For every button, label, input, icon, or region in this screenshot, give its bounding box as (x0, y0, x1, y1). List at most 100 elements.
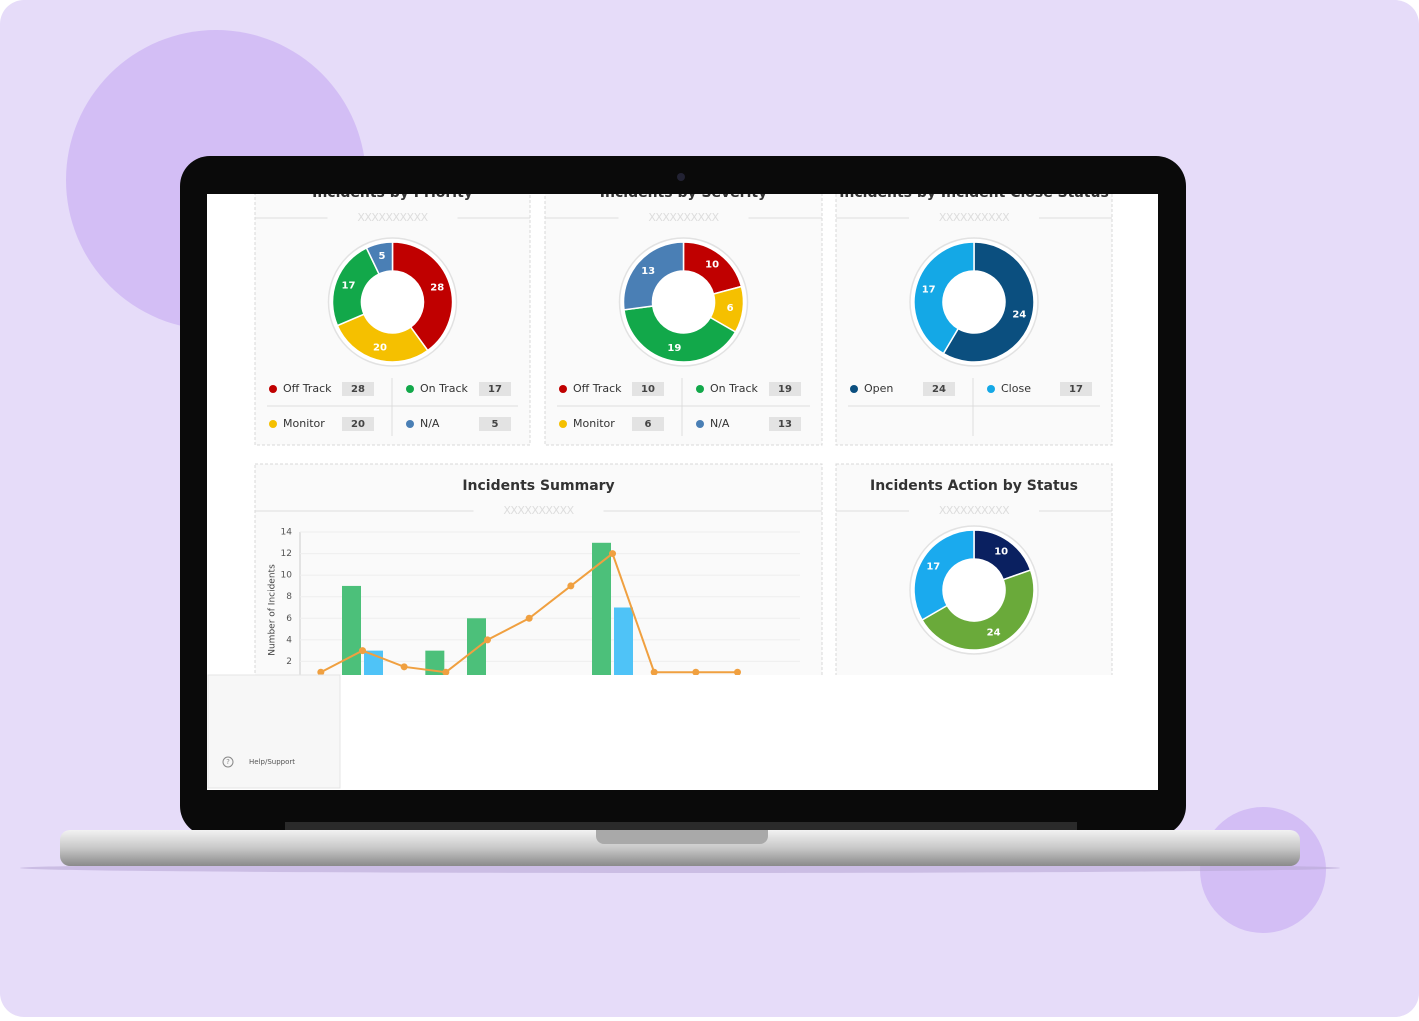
legend-value: 10 (641, 384, 655, 395)
panel-subtitle: XXXXXXXXXX (503, 504, 574, 517)
slice-label: 17 (926, 562, 940, 573)
slice-label: 5 (379, 251, 386, 262)
bar (592, 542, 611, 675)
help-icon-glyph: ? (226, 758, 230, 766)
line-point (734, 668, 741, 675)
legend-value: 17 (488, 384, 502, 395)
donut-slice (622, 241, 685, 311)
legend-swatch (559, 420, 567, 428)
legend-label: Off Track (573, 382, 622, 395)
camera (677, 173, 685, 181)
y-tick-label: 2 (286, 657, 292, 667)
hinge (285, 822, 1077, 830)
legend-label: Off Track (283, 382, 332, 395)
donut-slice (921, 569, 1035, 651)
y-tick-label: 4 (286, 635, 292, 645)
legend-value: 24 (932, 384, 946, 395)
slice-label: 19 (667, 343, 681, 354)
slice-label: 17 (342, 280, 356, 291)
legend-value: 5 (492, 419, 499, 430)
bar (467, 618, 486, 675)
legend-swatch (987, 385, 995, 393)
slice-label: 24 (1012, 309, 1026, 320)
line-point (442, 668, 450, 675)
panel-subtitle: XXXXXXXXXX (648, 211, 719, 224)
legend-swatch (850, 385, 858, 393)
legend-label: N/A (420, 417, 440, 430)
legend-swatch (269, 420, 277, 428)
legend-value: 17 (1069, 384, 1083, 395)
legend-label: Close (1001, 382, 1031, 395)
legend-swatch (559, 385, 567, 393)
y-tick-label: 8 (286, 592, 292, 602)
line-point (400, 663, 408, 671)
notch (596, 830, 768, 844)
donut-slice (623, 305, 737, 363)
slice-label: 24 (987, 628, 1001, 639)
bar (614, 607, 633, 675)
legend-value: 28 (351, 384, 365, 395)
laptop-base (60, 830, 1300, 866)
panel (254, 463, 823, 675)
legend-value-box (769, 417, 801, 431)
slice-label: 10 (705, 260, 719, 271)
legend-value: 13 (778, 419, 792, 430)
legend-swatch (696, 420, 704, 428)
legend-value-box (479, 382, 511, 396)
line-point (317, 668, 325, 675)
legend-value-box (632, 417, 664, 431)
panel-title: Incidents Summary (462, 478, 614, 494)
donut-slice (942, 241, 1035, 363)
panel-subtitle: XXXXXXXXXX (357, 211, 428, 224)
line-point (484, 636, 491, 644)
legend-label: On Track (420, 382, 469, 395)
donut-slice (336, 313, 429, 363)
bar (425, 650, 445, 675)
help-icon (222, 756, 234, 768)
dashboard: Incidents by PriorityXXXXXXXXXX2820175Of… (207, 185, 1158, 675)
slice-label: 10 (994, 547, 1008, 558)
legend-value: 20 (351, 419, 365, 430)
lower-screen: ? Help/Support (207, 674, 341, 789)
legend-swatch (696, 385, 704, 393)
legend-label: Open (864, 382, 893, 395)
legend-value-box (479, 417, 511, 431)
line-point (650, 668, 658, 675)
slice-label: 6 (727, 303, 734, 314)
legend-value-box (342, 382, 374, 396)
legend-label: Monitor (573, 417, 615, 430)
panel-subtitle: XXXXXXXXXX (939, 504, 1010, 517)
panel-title: Incidents Action by Status (870, 478, 1078, 494)
panel-title: Incidents by Priority (312, 185, 473, 201)
legend-swatch (269, 385, 277, 393)
y-tick-label: 14 (281, 528, 293, 538)
y-tick-label: 12 (281, 549, 292, 559)
line-point (609, 550, 616, 558)
donut-slice (365, 241, 394, 276)
donut-slice (913, 529, 975, 622)
bar (342, 585, 361, 675)
legend-value-box (342, 417, 374, 431)
legend-value-box (632, 382, 664, 396)
legend-value-box (769, 382, 801, 396)
line-point (567, 582, 575, 590)
panel-title: Incidents by Incident Close Status (839, 185, 1109, 201)
legend-swatch (406, 420, 414, 428)
slice-label: 20 (373, 342, 387, 353)
y-tick-label: 10 (281, 571, 293, 581)
y-axis-label: Number of Incidents (268, 564, 278, 656)
donut-slice (913, 241, 975, 355)
slice-label: 17 (922, 285, 936, 296)
line-point (359, 647, 366, 655)
donut-slice (391, 241, 454, 352)
help-link[interactable]: Help/Support (249, 758, 295, 766)
legend-label: On Track (710, 382, 759, 395)
panel-subtitle: XXXXXXXXXX (939, 211, 1010, 224)
line-point (525, 614, 533, 622)
legend-value-box (923, 382, 955, 396)
legend-value-box (1060, 382, 1092, 396)
legend-label: Monitor (283, 417, 325, 430)
sidebar (207, 674, 341, 789)
